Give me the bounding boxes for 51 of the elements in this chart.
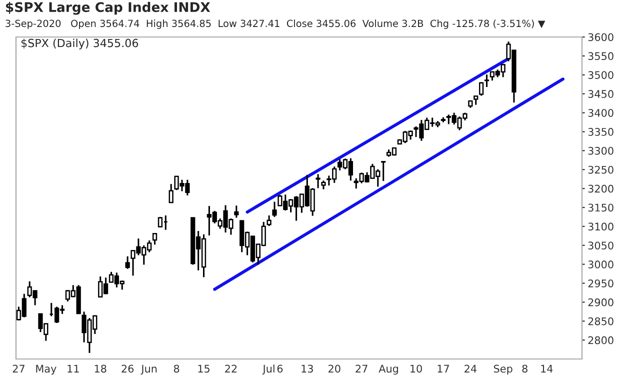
y-tick-label: 3250 — [588, 166, 614, 174]
x-tick-label: 27 — [356, 364, 368, 372]
candlestick — [479, 81, 484, 96]
chart-subtitle: 3-Sep-2020 Open 3564.74 High 3564.85 Low 3427.41 Close 3455.06 Volume 3.2B Chg -125.78 (-3.51%) ▼ — [6, 20, 546, 29]
x-tick-label: 20 — [328, 364, 340, 373]
y-tick-label: 2950 — [588, 279, 614, 288]
x-tick-label: 17 — [438, 364, 449, 372]
x-tick-label: 24 — [464, 364, 476, 372]
candlestick — [316, 173, 320, 189]
candlestick — [152, 232, 158, 246]
y-tick-label: 3100 — [588, 222, 614, 231]
candlestick — [168, 183, 174, 204]
x-tick-label: 8 — [522, 364, 528, 373]
candlestick — [234, 204, 239, 218]
x-tick-label: 26 — [122, 364, 134, 373]
y-tick-label: 3450 — [588, 90, 614, 98]
x-tick-label: 6 — [277, 364, 283, 373]
y-tick-label: 3550 — [588, 52, 614, 60]
y-tick-label: 3200 — [588, 184, 614, 193]
y-tick-label: 3000 — [588, 260, 614, 268]
y-tick-label: 3500 — [588, 71, 614, 79]
candlestick — [125, 256, 130, 270]
x-tick-label: Jul — [262, 364, 274, 375]
x-tick-label: 14 — [541, 364, 553, 372]
x-tick-label: 10 — [410, 364, 422, 373]
x-tick-label: 8 — [174, 364, 180, 373]
y-tick-label: 2800 — [588, 336, 614, 344]
x-tick-label: 22 — [225, 364, 237, 372]
x-tick-label: 27 — [12, 364, 24, 372]
x-tick-label: 13 — [302, 364, 313, 373]
y-tick-label: 3600 — [588, 33, 614, 42]
x-tick-label: Sep — [494, 364, 512, 375]
x-tick-label: May — [36, 364, 56, 375]
x-tick-label: Jun — [140, 364, 157, 375]
y-tick-label: 2900 — [588, 298, 614, 306]
y-tick-label: 3400 — [588, 108, 614, 117]
x-tick-label: 15 — [198, 364, 210, 373]
y-tick-label: 3300 — [588, 146, 614, 155]
y-tick-label: 3350 — [588, 128, 614, 136]
y-tick-label: 3050 — [588, 242, 614, 250]
candlestick — [266, 214, 272, 227]
candlestick — [381, 160, 386, 182]
candlestick — [272, 201, 277, 218]
annotation: $SPX (Daily) 3455.06 — [21, 38, 138, 50]
y-tick-label: 3150 — [588, 204, 614, 212]
y-tick-label: 2850 — [588, 317, 614, 326]
x-tick-label: 18 — [94, 364, 106, 373]
x-tick-label: Aug — [378, 364, 398, 375]
candlestick — [484, 74, 490, 88]
chart-title: $SPX Large Cap Index INDX — [6, 2, 210, 15]
x-tick-label: 11 — [68, 364, 79, 372]
